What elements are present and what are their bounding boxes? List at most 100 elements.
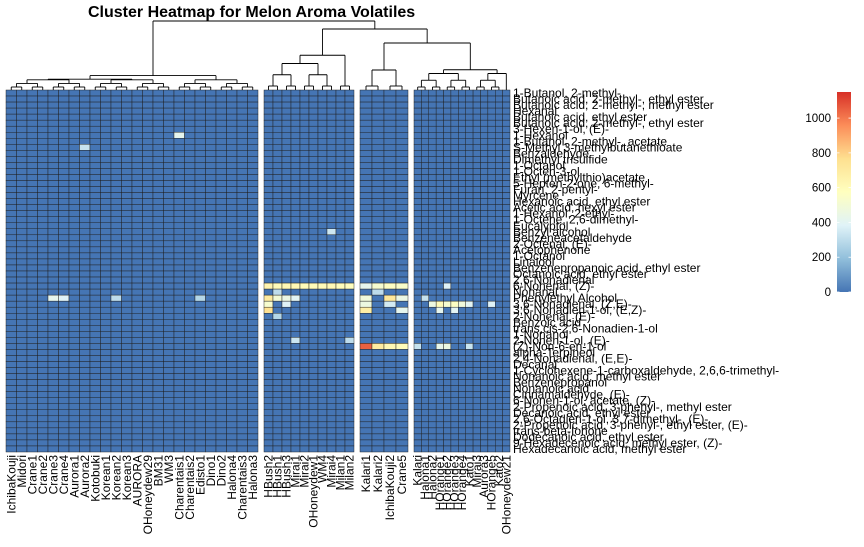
heatmap-cell	[359, 107, 373, 115]
heatmap-cell	[37, 343, 49, 350]
heatmap-cell	[299, 433, 310, 441]
heatmap-cell	[263, 101, 274, 109]
heatmap-cell	[383, 180, 397, 187]
heatmap-cell	[26, 288, 38, 296]
heatmap-cell	[47, 198, 59, 205]
heatmap-cell	[184, 373, 196, 380]
heatmap-cell	[194, 101, 206, 109]
heatmap-cell	[335, 439, 346, 447]
heatmap-cell	[194, 313, 206, 320]
heatmap-cell	[194, 355, 206, 362]
heatmap-cell	[5, 331, 17, 338]
heatmap-cell	[5, 379, 17, 386]
heatmap-cell	[465, 367, 474, 374]
heatmap-cell	[428, 132, 437, 139]
heatmap-cell	[435, 222, 444, 229]
heatmap-cell	[495, 192, 503, 199]
heatmap-cell	[47, 433, 59, 441]
heatmap-cell	[487, 186, 496, 193]
heatmap-cell	[236, 288, 248, 296]
heatmap-cell	[326, 409, 337, 417]
heatmap-cell	[247, 415, 259, 423]
heatmap-cell	[79, 427, 91, 435]
heatmap-cell	[58, 276, 70, 284]
column-label: Mirai3	[470, 455, 484, 488]
heatmap-cell	[495, 415, 503, 423]
heatmap-cell	[26, 113, 38, 121]
heatmap-cell	[480, 403, 489, 410]
heatmap-cell	[344, 300, 355, 308]
heatmap-cell	[326, 288, 337, 296]
heatmap-cell	[487, 433, 496, 441]
heatmap-cell	[487, 95, 496, 103]
heatmap-cell	[5, 343, 17, 350]
heatmap-cell	[163, 337, 175, 344]
heatmap-cell	[247, 150, 259, 157]
heatmap-cell	[79, 156, 91, 163]
heatmap-cell	[421, 313, 429, 320]
heatmap-cell	[226, 204, 238, 211]
heatmap-cell	[100, 343, 112, 350]
heatmap-cell	[184, 294, 196, 302]
heatmap-cell	[281, 379, 292, 386]
heatmap-cell	[335, 113, 346, 121]
heatmap-cell	[495, 294, 503, 302]
heatmap-cell	[16, 216, 28, 223]
heatmap-cell	[281, 240, 292, 248]
heatmap-cell	[317, 367, 328, 374]
heatmap-cell	[121, 337, 133, 344]
heatmap-cell	[226, 270, 238, 278]
heatmap-cell	[121, 264, 133, 272]
heatmap-cell	[236, 246, 248, 254]
heatmap-cell	[465, 331, 474, 338]
heatmap-cell	[317, 138, 328, 145]
heatmap-cell	[495, 439, 503, 447]
heatmap-cell	[435, 240, 444, 248]
heatmap-cell	[152, 204, 164, 211]
heatmap-cell	[472, 445, 481, 453]
heatmap-cell	[272, 391, 283, 398]
heatmap-cell	[317, 246, 328, 254]
heatmap-cell	[110, 409, 122, 417]
heatmap-cell	[79, 433, 91, 441]
heatmap-cell	[37, 192, 49, 199]
heatmap-cell	[121, 294, 133, 302]
column-label: Halona4	[225, 455, 239, 500]
heatmap-cell	[131, 331, 143, 338]
heatmap-cell	[371, 439, 385, 447]
column-label: HOrange3	[448, 455, 462, 511]
heatmap-cell	[272, 264, 283, 272]
heatmap-cell	[236, 361, 248, 368]
heatmap-cell	[308, 264, 319, 272]
heatmap-cell	[435, 445, 444, 453]
heatmap-cell	[480, 95, 489, 103]
heatmap-cell	[121, 355, 133, 362]
heatmap-cell	[37, 252, 49, 260]
heatmap-cell	[443, 186, 452, 193]
heatmap-cell	[450, 174, 459, 181]
heatmap-cell	[5, 415, 17, 423]
heatmap-cell	[435, 180, 444, 187]
heatmap-cell	[465, 101, 474, 109]
heatmap-cell	[5, 421, 17, 429]
heatmap-cell	[68, 204, 80, 211]
heatmap-cell	[215, 240, 227, 248]
heatmap-cell	[58, 138, 70, 145]
heatmap-cell	[163, 313, 175, 320]
heatmap-cell	[395, 403, 409, 410]
heatmap-cell	[37, 349, 49, 356]
column-label: BM31	[151, 455, 165, 487]
heatmap-cell	[472, 107, 481, 115]
heatmap-cell	[413, 288, 422, 296]
heatmap-cell	[215, 288, 227, 296]
heatmap-cell	[450, 101, 459, 109]
heatmap-cell	[89, 174, 101, 181]
heatmap-cell	[421, 198, 429, 205]
heatmap-cell	[205, 198, 217, 205]
heatmap-cell	[428, 439, 437, 447]
heatmap-cell	[450, 355, 459, 362]
heatmap-cell	[131, 180, 143, 187]
heatmap-cell	[299, 101, 310, 109]
heatmap-cell	[110, 276, 122, 284]
